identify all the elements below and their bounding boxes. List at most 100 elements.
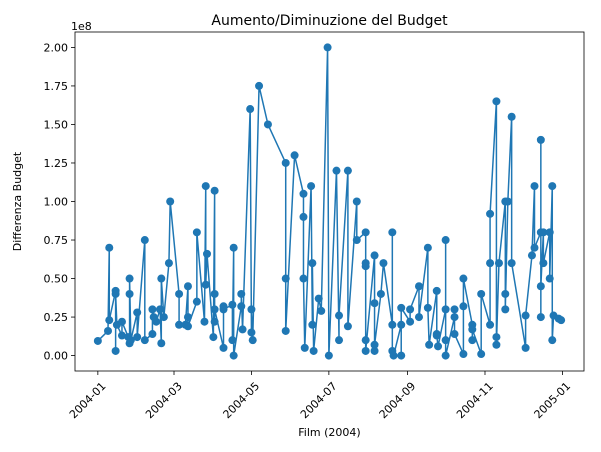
- data-point: [423, 243, 432, 252]
- data-point: [441, 336, 450, 345]
- data-point: [376, 289, 385, 298]
- y-tick-label: 1.25: [44, 157, 69, 170]
- data-point: [201, 182, 210, 191]
- data-point: [450, 313, 459, 322]
- data-point: [548, 336, 557, 345]
- data-point: [175, 320, 184, 329]
- data-point: [200, 317, 209, 326]
- data-point: [229, 243, 238, 252]
- data-point: [308, 259, 317, 268]
- data-point: [414, 282, 423, 291]
- y-tick-label: 1.50: [44, 118, 69, 131]
- data-point: [105, 243, 114, 252]
- data-series: [93, 43, 566, 360]
- data-point: [126, 336, 135, 345]
- y-tick-label: 1.75: [44, 80, 69, 93]
- data-point: [335, 311, 344, 320]
- data-point: [507, 112, 516, 121]
- data-point: [397, 303, 406, 312]
- data-point: [370, 299, 379, 308]
- data-point: [486, 320, 495, 329]
- data-point: [111, 289, 120, 298]
- data-point: [450, 330, 459, 339]
- data-point: [248, 336, 257, 345]
- data-point: [530, 243, 539, 252]
- data-point: [536, 313, 545, 322]
- data-point: [148, 330, 157, 339]
- data-point: [527, 251, 536, 260]
- data-point: [281, 158, 290, 167]
- data-point: [343, 322, 352, 331]
- data-point: [192, 228, 201, 237]
- y-tick-label: 2.00: [44, 41, 69, 54]
- data-point: [183, 282, 192, 291]
- data-point: [299, 189, 308, 198]
- data-point: [308, 320, 317, 329]
- data-point: [434, 342, 443, 351]
- data-point: [494, 259, 503, 268]
- data-point: [423, 303, 432, 312]
- data-point: [210, 317, 219, 326]
- y-tick-label: 1.00: [44, 196, 69, 209]
- data-point: [166, 197, 175, 206]
- data-point: [183, 322, 192, 331]
- data-point: [361, 346, 370, 355]
- data-point: [133, 308, 142, 317]
- data-point: [210, 305, 219, 314]
- data-point: [536, 135, 545, 144]
- data-point: [530, 182, 539, 191]
- data-point: [309, 346, 318, 355]
- x-axis-label: Film (2004): [298, 426, 360, 439]
- data-point: [324, 351, 333, 360]
- data-point: [441, 351, 450, 360]
- data-point: [210, 186, 219, 195]
- data-point: [361, 262, 370, 271]
- y-axis: 0.00 0.25 0.50 0.75 1.00 1.25 1.50 1.75 2.00: [44, 41, 75, 363]
- data-point: [300, 343, 309, 352]
- data-point: [432, 286, 441, 295]
- data-point: [228, 336, 237, 345]
- data-point: [539, 228, 548, 237]
- data-point: [210, 289, 219, 298]
- data-point: [397, 351, 406, 360]
- y-tick-label: 0.50: [44, 273, 69, 286]
- data-point: [317, 306, 326, 315]
- data-point: [156, 305, 165, 314]
- data-point: [237, 289, 246, 298]
- data-point: [352, 236, 361, 245]
- data-point: [229, 351, 238, 360]
- data-point: [361, 336, 370, 345]
- data-point: [152, 317, 161, 326]
- data-point: [117, 331, 126, 340]
- data-point: [323, 43, 332, 52]
- data-point: [432, 331, 441, 340]
- data-point: [441, 236, 450, 245]
- data-point: [352, 197, 361, 206]
- data-point: [459, 350, 468, 359]
- data-point: [557, 316, 566, 325]
- data-point: [370, 346, 379, 355]
- data-point: [125, 289, 134, 298]
- data-point: [459, 274, 468, 283]
- data-point: [117, 317, 126, 326]
- data-point: [157, 339, 166, 348]
- data-point: [389, 351, 398, 360]
- data-point: [459, 302, 468, 311]
- data-point: [148, 305, 157, 314]
- data-point: [477, 350, 486, 359]
- data-point: [406, 305, 415, 314]
- data-point: [314, 294, 323, 303]
- data-point: [343, 166, 352, 175]
- data-point: [545, 274, 554, 283]
- data-point: [209, 333, 218, 342]
- data-point: [125, 274, 134, 283]
- data-point: [335, 336, 344, 345]
- data-point: [159, 313, 168, 322]
- data-point: [521, 311, 530, 320]
- data-point: [414, 313, 423, 322]
- y-axis-label: Differenza Budget: [11, 151, 24, 251]
- data-point: [521, 343, 530, 352]
- data-point: [361, 228, 370, 237]
- data-point: [397, 320, 406, 329]
